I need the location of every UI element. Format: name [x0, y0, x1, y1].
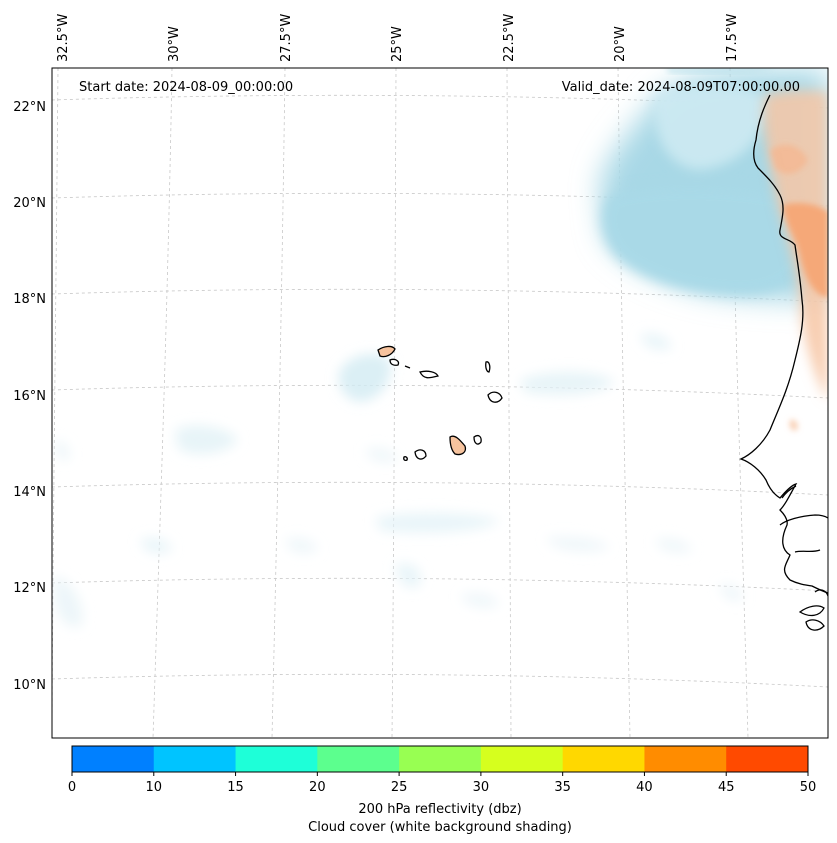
lat-label: 10°N: [13, 678, 46, 693]
island-santa-luzia: [404, 365, 411, 369]
cape-verde-islands: [377, 345, 503, 462]
colorbar-segment: [235, 746, 318, 772]
island-sal: [485, 361, 491, 373]
colorbar-tick-label: 40: [636, 780, 653, 795]
lon-label: 22.5°W: [502, 14, 517, 62]
island-maio: [473, 435, 482, 445]
map-border: [51, 67, 829, 739]
start-date-label: Start date: 2024-08-09_00:00:00: [79, 80, 293, 95]
lon-label: 25°W: [390, 26, 405, 62]
colorbar-segment: [317, 746, 400, 772]
colorbar-label-line1: 200 hPa reflectivity (dbz): [358, 802, 521, 817]
colorbar-border: [71, 745, 809, 773]
island-santo-antao: [377, 345, 396, 358]
lon-label: 20°W: [613, 26, 628, 62]
colorbar-segment: [399, 746, 482, 772]
island-boa-vista: [487, 391, 503, 403]
colorbar-ticks: 0 10 15 20 25 30 35 40 45 50: [68, 772, 816, 795]
lat-label: 12°N: [13, 581, 46, 596]
colorbar-segment: [480, 746, 564, 772]
valid-date-label: Valid_date: 2024-08-09T07:00:00.00: [562, 80, 800, 95]
graticule: [52, 68, 828, 738]
colorbar-segment: [562, 746, 645, 772]
island-santiago: [449, 435, 467, 456]
colorbar-tick-label: 45: [718, 780, 735, 795]
colorbar-tick-label: 35: [554, 780, 571, 795]
colorbar: 0 10 15 20 25 30 35 40 45 50 200 hPa reflectivity…: [68, 745, 816, 835]
latitude-labels: 22°N 20°N 18°N 16°N 14°N 12°N 10°N: [13, 100, 46, 693]
island-brava: [403, 456, 408, 462]
colorbar-segment: [644, 746, 727, 772]
lon-label: 32.5°W: [56, 14, 71, 62]
lon-label: 30°W: [167, 26, 182, 62]
colorbar-tick-label: 50: [800, 780, 817, 795]
colorbar-label-line2: Cloud cover (white background shading): [308, 820, 572, 835]
colorbar-tick-label: 20: [309, 780, 326, 795]
colorbar-tick-label: 30: [473, 780, 490, 795]
lon-label: 27.5°W: [279, 14, 294, 62]
coastline: [739, 94, 828, 631]
colorbar-segment: [72, 746, 155, 772]
island-sao-nicolau: [419, 370, 439, 379]
lat-label: 18°N: [13, 292, 46, 307]
colorbar-tick-label: 15: [227, 780, 244, 795]
colorbar-tick-label: 25: [391, 780, 408, 795]
colorbar-tick-label: 10: [146, 780, 163, 795]
reflectivity-shading: [763, 90, 828, 431]
island-fogo: [414, 449, 427, 460]
island-sao-vicente: [389, 358, 400, 366]
longitude-labels: 32.5°W 30°W 27.5°W 25°W 22.5°W 20°W 17.5…: [56, 14, 740, 62]
lat-label: 14°N: [13, 485, 46, 500]
lat-label: 20°N: [13, 196, 46, 211]
top-cloud-band: [665, 68, 775, 74]
colorbar-segments: [72, 746, 809, 772]
colorbar-segment: [153, 746, 237, 772]
colorbar-tick-label: 0: [68, 780, 76, 795]
colorbar-segment: [726, 746, 809, 772]
lat-label: 22°N: [13, 100, 46, 115]
lon-label: 17.5°W: [725, 14, 740, 62]
lat-label: 16°N: [13, 389, 46, 404]
